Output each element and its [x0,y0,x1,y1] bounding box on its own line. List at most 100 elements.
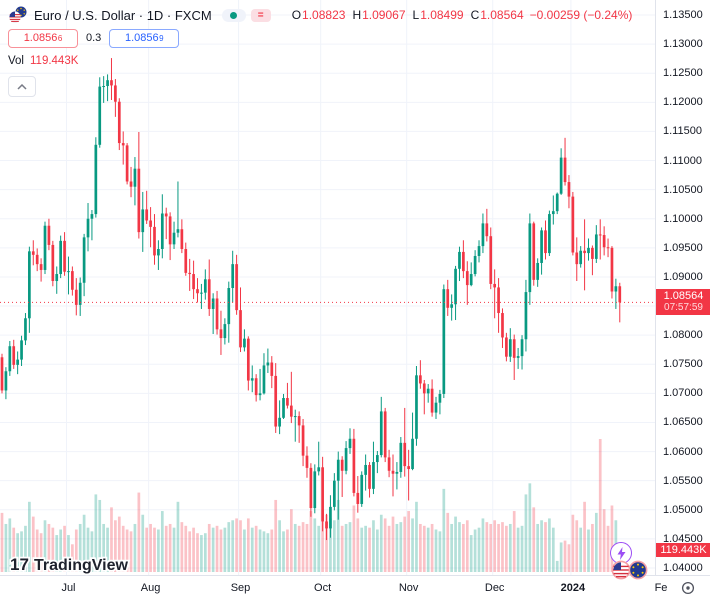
price-tick: 1.08000 [663,329,703,342]
candle [278,417,281,427]
volume-bar [286,529,289,572]
candle [602,235,606,248]
volume-bar [344,523,348,572]
candle [114,85,117,102]
candle [157,249,160,256]
candle [430,388,434,413]
volume-bar [35,529,39,572]
candle [555,193,559,212]
volume-bar [411,518,414,572]
candle [121,143,125,146]
price-tick: 1.13500 [663,9,703,21]
time-tick-2024: 2024 [560,582,586,594]
price-tick: 1.12500 [663,67,703,80]
candle [266,362,270,366]
volume-readout: Vol 119.443K [8,53,632,69]
candle [301,425,305,456]
volume-bar [28,501,31,572]
price-tick: 1.06000 [663,445,703,458]
candle [117,101,121,144]
candle [153,226,156,256]
candle [575,252,579,265]
volume-bar [90,531,94,572]
time-axis[interactable]: Fe Jul Aug Sep Oct Nov Dec 2024 [0,575,710,601]
volume-bar [559,542,563,572]
candle [462,251,465,272]
volume-bar [536,523,540,572]
volume-bar [82,514,86,572]
candle [505,337,508,357]
candle [31,251,35,255]
volume-bar [587,529,590,572]
time-tick-feb: Fe [654,582,668,594]
volume-bar [317,525,321,572]
volume-bar [117,516,121,572]
volume-bar [571,514,575,572]
volume-bar [20,531,23,572]
volume-bar [415,501,418,572]
collapse-legend-button[interactable] [8,76,36,97]
ask-price: 1.0856 [124,32,159,44]
price-tick: 1.11500 [663,125,702,138]
volume-bar [141,514,145,572]
lightning-icon [617,546,625,560]
volume-value: 119.443K [30,55,79,67]
volume-bar [477,527,481,572]
volume-bar [360,527,364,572]
candle [207,279,211,309]
candle [481,223,485,247]
candlestick-chart[interactable] [0,0,655,575]
buy-ask-button[interactable]: 1.0856 9 [109,28,180,48]
volume-bar [497,523,500,572]
volume-bar [200,535,203,572]
price-tick: 1.04000 [663,562,703,574]
candle [106,80,109,87]
volume-bar [0,512,4,572]
price-axis[interactable]: 1.08564 07:57:59 119.443K 1.13500 1.13000… [655,0,710,575]
candle [454,268,457,305]
volume-bar [591,523,594,572]
candle [137,168,141,233]
tradingview-logo[interactable]: 17 TradingView [8,552,178,581]
volume-bar [364,525,367,572]
candle [422,383,426,394]
price-tick: 1.09500 [663,241,703,254]
candle [215,298,219,330]
candle [293,416,297,418]
candle [172,232,176,245]
symbol-title[interactable]: Euro / U.S. Dollar · 1D · FXCM [34,7,212,23]
sell-bid-button[interactable]: 1.0856 6 [8,28,78,48]
volume-bar [125,529,129,572]
candle [180,229,184,250]
volume-bar [31,516,35,572]
volume-bar [114,520,117,572]
candle [329,506,332,529]
candle [239,310,242,348]
candle [567,182,571,197]
candle [243,338,246,348]
candle [141,209,145,233]
volume-bar [8,518,12,572]
volume-bar [153,527,156,572]
candle [544,230,547,254]
candle [591,247,594,259]
volume-bar [168,523,172,572]
volume-bar [47,523,51,572]
volume-bar [51,527,55,572]
candle [344,448,348,471]
candle [74,289,78,305]
time-tick-nov: Nov [398,582,419,594]
volume-bar [352,505,356,572]
volume-bar [137,492,141,572]
candle [356,492,360,504]
candle [415,375,418,439]
timezone-settings-icon[interactable] [681,581,695,595]
volume-bar [594,512,598,572]
volume-bar [551,527,555,572]
candle [168,216,172,245]
candle [391,470,395,474]
volume-bar [399,522,403,572]
volume-bar [266,533,270,572]
volume-bar [145,527,149,572]
candle [160,213,164,250]
